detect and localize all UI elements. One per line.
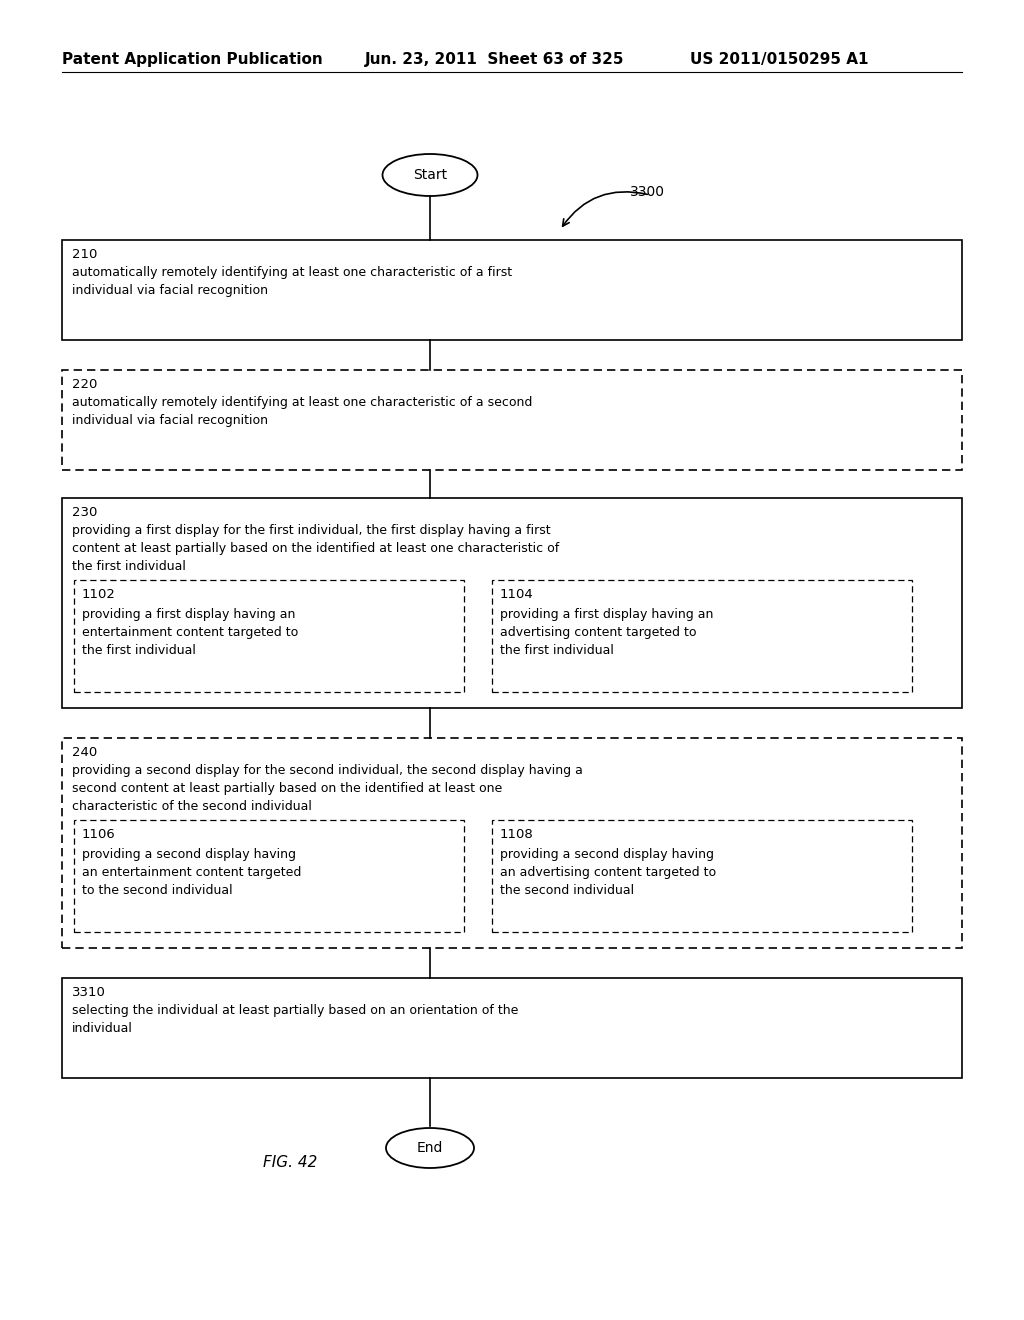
Text: 1108: 1108 [500, 828, 534, 841]
Text: 1106: 1106 [82, 828, 116, 841]
Text: Patent Application Publication: Patent Application Publication [62, 51, 323, 67]
Text: 1104: 1104 [500, 587, 534, 601]
Text: FIG. 42: FIG. 42 [263, 1155, 317, 1170]
Text: characteristic of the second individual: characteristic of the second individual [72, 800, 312, 813]
Text: individual via facial recognition: individual via facial recognition [72, 414, 268, 426]
Text: 240: 240 [72, 746, 97, 759]
Text: automatically remotely identifying at least one characteristic of a first: automatically remotely identifying at le… [72, 267, 512, 279]
Bar [62, 240, 962, 341]
Text: providing a first display having an: providing a first display having an [82, 609, 295, 620]
Bar [62, 978, 962, 1078]
Text: 3310: 3310 [72, 986, 105, 999]
Text: Jun. 23, 2011  Sheet 63 of 325: Jun. 23, 2011 Sheet 63 of 325 [365, 51, 625, 67]
Bar [62, 498, 962, 708]
Text: automatically remotely identifying at least one characteristic of a second: automatically remotely identifying at le… [72, 396, 532, 409]
Text: US 2011/0150295 A1: US 2011/0150295 A1 [690, 51, 868, 67]
Text: 3300: 3300 [630, 185, 665, 199]
Bar [62, 370, 962, 470]
Bar [492, 820, 912, 932]
Text: the first individual: the first individual [72, 560, 186, 573]
Text: 230: 230 [72, 506, 97, 519]
Bar [62, 738, 962, 948]
Text: providing a first display having an: providing a first display having an [500, 609, 714, 620]
Bar [492, 579, 912, 692]
Text: 1102: 1102 [82, 587, 116, 601]
Text: an advertising content targeted to: an advertising content targeted to [500, 866, 716, 879]
Text: End: End [417, 1140, 443, 1155]
Text: providing a second display having: providing a second display having [500, 847, 714, 861]
Text: the second individual: the second individual [500, 884, 634, 898]
Text: providing a first display for the first individual, the first display having a f: providing a first display for the first … [72, 524, 551, 537]
Text: an entertainment content targeted: an entertainment content targeted [82, 866, 301, 879]
Bar [74, 820, 464, 932]
Text: entertainment content targeted to: entertainment content targeted to [82, 626, 298, 639]
Text: selecting the individual at least partially based on an orientation of the: selecting the individual at least partia… [72, 1005, 518, 1016]
Bar [74, 579, 464, 692]
Text: providing a second display for the second individual, the second display having : providing a second display for the secon… [72, 764, 583, 777]
Text: Start: Start [413, 168, 447, 182]
Text: advertising content targeted to: advertising content targeted to [500, 626, 696, 639]
Text: the first individual: the first individual [82, 644, 196, 657]
Text: to the second individual: to the second individual [82, 884, 232, 898]
Text: individual via facial recognition: individual via facial recognition [72, 284, 268, 297]
Text: second content at least partially based on the identified at least one: second content at least partially based … [72, 781, 502, 795]
Text: content at least partially based on the identified at least one characteristic o: content at least partially based on the … [72, 543, 559, 554]
Text: individual: individual [72, 1022, 133, 1035]
Text: providing a second display having: providing a second display having [82, 847, 296, 861]
Text: 220: 220 [72, 378, 97, 391]
Text: the first individual: the first individual [500, 644, 613, 657]
Text: 210: 210 [72, 248, 97, 261]
